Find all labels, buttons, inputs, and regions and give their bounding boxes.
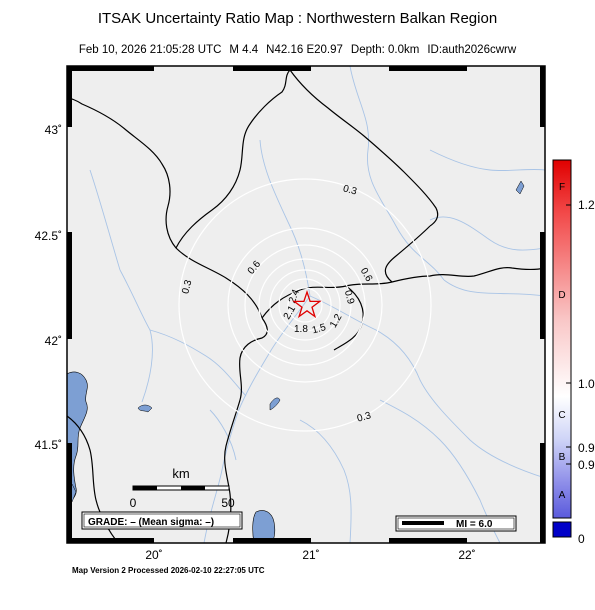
lat-tick-label: 41.5˚ [35,438,62,452]
event-id: ID:auth2026cwrw [427,44,517,56]
grade-letter-d: D [558,290,565,301]
colorbar-value: 0 [578,532,585,546]
colorbar-ticks [566,204,571,465]
colorbar-value: 1.2 [578,198,595,212]
scale-bar: km 0 50 [130,466,235,510]
map-land [67,66,545,543]
country-borders [67,69,545,543]
grade-text: GRADE: – (Mean sigma: –) [88,517,214,528]
lon-tick-label: 21˚ [302,548,319,562]
lon-tick-label: 20˚ [145,548,162,562]
mi-text: MI = 6.0 [456,519,493,530]
contour-label-1.8: 1.8 [294,324,308,335]
processing-footer: Map Version 2 Processed 2026-02-10 22:27… [72,566,265,575]
grade-letter-a: A [559,490,566,501]
map-title: ITSAK Uncertainty Ratio Map : Northweste… [97,10,498,27]
contour-label-1.5: 1.5 [311,322,328,336]
grade-letter-f: F [559,182,565,193]
lake-skadar-small [137,404,153,413]
contour-rings [178,178,432,432]
epicenter-star-icon [292,289,322,319]
lon-axis: 20˚ 21˚ 22˚ [145,548,475,562]
colorbar-value: 0.9 [578,458,595,472]
contour-label-2.4: 2.4 [287,288,302,305]
contour-label-0.3-top: 0.3 [342,183,359,197]
colorbar-values: 1.2 1.0 0.9 0.9 0 [578,198,595,546]
scale-end: 50 [221,496,235,510]
event-datetime: Feb 10, 2026 21:05:28 UTC [78,44,222,56]
contour-label-0.3-bottom: 0.3 [356,410,373,424]
lake-east [515,180,525,195]
colorbar: F D C B A 1.2 1.0 0.9 0.9 0 [552,159,595,546]
event-info: Feb 10, 2026 21:05:28 UTC M 4.4 N42.16 E20… [0,44,595,56]
frame-graticule [67,66,545,543]
grade-letter-b: B [559,452,566,463]
event-location: N42.16 E20.97 [266,44,343,56]
event-magnitude: M 4.4 [229,44,259,56]
scale-unit: km [172,466,189,481]
mi-box: MI = 6.0 [395,515,517,532]
lat-tick-label: 42˚ [45,334,62,348]
contour-label-0.3-left: 0.3 [180,278,194,295]
lat-tick-label: 43˚ [45,123,62,137]
colorbar-value: 0.9 [578,441,595,455]
lon-tick-label: 22˚ [458,548,475,562]
grade-box: GRADE: – (Mean sigma: –) [81,511,243,530]
event-depth: Depth: 0.0km [350,44,420,56]
grade-letters: F D C B A [558,182,565,501]
lat-tick-label: 42.5˚ [35,229,62,243]
scale-start: 0 [130,496,137,510]
grade-letter-c: C [558,410,565,421]
lat-axis: 43˚ 42.5˚ 42˚ 41.5˚ [35,123,62,452]
lake-fierza [269,397,281,411]
lake-ohrid [252,510,276,543]
contour-label-0.9: 0.9 [342,289,356,306]
colorbar-value: 1.0 [578,377,595,391]
